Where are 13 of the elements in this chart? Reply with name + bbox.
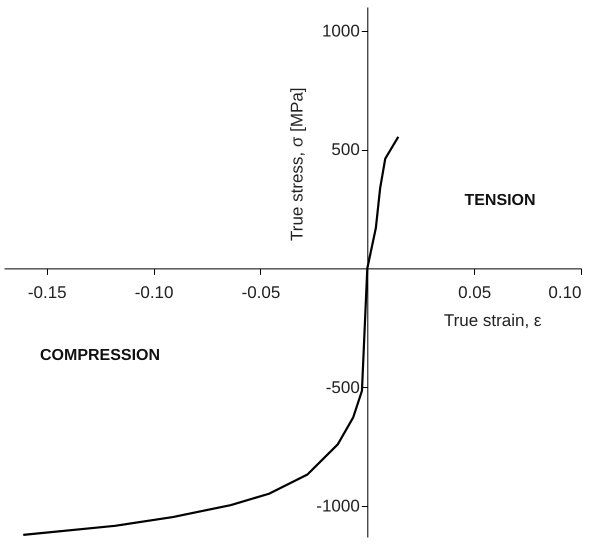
y-tick-label: -1000 [316, 496, 360, 516]
y-tick-label: -500 [326, 378, 360, 397]
x-tick-label: -0.05 [242, 282, 280, 302]
annotation: COMPRESSION [40, 347, 160, 364]
y-axis-title: True stress, σ [MPa] [287, 88, 306, 241]
x-tick-label: 0.05 [458, 282, 492, 302]
x-tick-label: -0.10 [134, 282, 174, 302]
x-tick-label: 0.10 [548, 282, 582, 302]
x-axis-title: True strain, ε [444, 310, 542, 330]
y-tick-label: 500 [331, 140, 360, 160]
annotation: TENSION [464, 192, 536, 209]
y-tick-label: 1000 [322, 21, 360, 40]
x-tick-label: -0.15 [28, 282, 67, 302]
